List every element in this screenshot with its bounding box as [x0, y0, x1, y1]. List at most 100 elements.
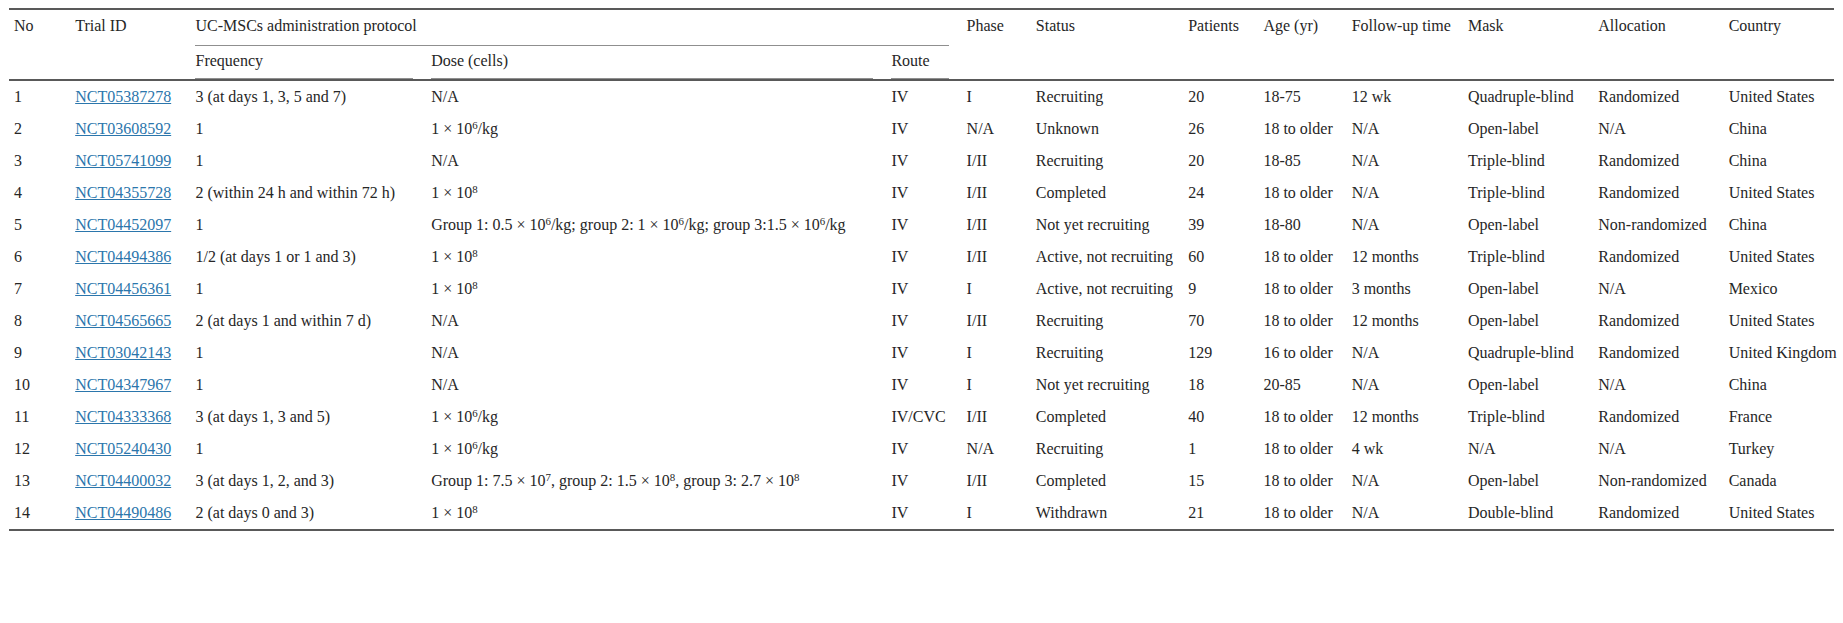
cell-frequency: 1: [195, 273, 431, 305]
cell-status: Not yet recruiting: [1036, 209, 1188, 241]
clinical-trials-table-container: No Trial ID UC-MSCs administration proto…: [0, 0, 1843, 531]
trial-id-link[interactable]: NCT04400032: [75, 472, 171, 489]
cell-status: Active, not recruiting: [1036, 241, 1188, 273]
cell-follow-up: N/A: [1352, 465, 1468, 497]
col-header-frequency-label: Frequency: [195, 52, 263, 69]
cell-frequency: 3 (at days 1, 2, and 3): [195, 465, 431, 497]
table-row: 3NCT057410991N/AIVI/IIRecruiting2018-85N…: [9, 145, 1834, 177]
cell-country: United States: [1729, 80, 1834, 113]
trial-id-link[interactable]: NCT04452097: [75, 216, 171, 233]
col-group-header-protocol: UC-MSCs administration protocol: [195, 9, 966, 46]
cell-mask: Open-label: [1468, 305, 1598, 337]
cell-frequency: 1: [195, 369, 431, 401]
trial-id-link[interactable]: NCT05387278: [75, 88, 171, 105]
cell-allocation: Randomized: [1598, 497, 1728, 530]
cell-route: IV: [891, 145, 966, 177]
cell-age: 20-85: [1263, 369, 1351, 401]
trial-id-link[interactable]: NCT05240430: [75, 440, 171, 457]
cell-patients: 70: [1188, 305, 1263, 337]
table-row: 8NCT045656652 (at days 1 and within 7 d)…: [9, 305, 1834, 337]
col-header-age-label: Age (yr): [1263, 17, 1318, 34]
cell-mask: Triple-blind: [1468, 177, 1598, 209]
cell-phase: I/II: [967, 305, 1036, 337]
cell-mask: Open-label: [1468, 273, 1598, 305]
cell-patients: 24: [1188, 177, 1263, 209]
table-row: 10NCT043479671N/AIVINot yet recruiting18…: [9, 369, 1834, 401]
cell-frequency: 1: [195, 337, 431, 369]
cell-status: Unknown: [1036, 113, 1188, 145]
cell-mask: Quadruple-blind: [1468, 80, 1598, 113]
cell-allocation: N/A: [1598, 113, 1728, 145]
col-header-country-label: Country: [1729, 17, 1781, 34]
cell-age: 18 to older: [1263, 433, 1351, 465]
cell-route: IV: [891, 497, 966, 530]
cell-allocation: Randomized: [1598, 177, 1728, 209]
trial-id-link[interactable]: NCT04456361: [75, 280, 171, 297]
cell-route: IV/CVC: [891, 401, 966, 433]
cell-follow-up: N/A: [1352, 497, 1468, 530]
cell-status: Recruiting: [1036, 305, 1188, 337]
cell-phase: I: [967, 369, 1036, 401]
cell-allocation: Randomized: [1598, 401, 1728, 433]
cell-frequency: 2 (at days 0 and 3): [195, 497, 431, 530]
cell-phase: I: [967, 337, 1036, 369]
cell-patients: 18: [1188, 369, 1263, 401]
trial-id-link[interactable]: NCT05741099: [75, 152, 171, 169]
cell-status: Recruiting: [1036, 337, 1188, 369]
cell-phase: I: [967, 80, 1036, 113]
cell-patients: 129: [1188, 337, 1263, 369]
cell-country: China: [1729, 113, 1834, 145]
col-header-patients-label: Patients: [1188, 17, 1239, 34]
cell-follow-up: 12 months: [1352, 241, 1468, 273]
cell-status: Recruiting: [1036, 433, 1188, 465]
cell-dose: 1 × 106/kg: [431, 113, 891, 145]
cell-trial-id: NCT05741099: [75, 145, 195, 177]
trial-id-link[interactable]: NCT04494386: [75, 248, 171, 265]
cell-no: 9: [9, 337, 75, 369]
cell-allocation: Randomized: [1598, 241, 1728, 273]
cell-status: Completed: [1036, 465, 1188, 497]
trial-id-link[interactable]: NCT04333368: [75, 408, 171, 425]
trial-id-link[interactable]: NCT04565665: [75, 312, 171, 329]
cell-no: 3: [9, 145, 75, 177]
cell-status: Recruiting: [1036, 145, 1188, 177]
cell-country: Canada: [1729, 465, 1834, 497]
cell-allocation: Randomized: [1598, 337, 1728, 369]
cell-frequency: 1: [195, 113, 431, 145]
table-row: 4NCT043557282 (within 24 h and within 72…: [9, 177, 1834, 209]
table-row: 6NCT044943861/2 (at days 1 or 1 and 3)1 …: [9, 241, 1834, 273]
protocol-group-label: UC-MSCs administration protocol: [195, 17, 416, 34]
cell-frequency: 1: [195, 209, 431, 241]
cell-dose: 1 × 108: [431, 177, 891, 209]
cell-age: 18-75: [1263, 80, 1351, 113]
cell-age: 18 to older: [1263, 113, 1351, 145]
cell-phase: I: [967, 273, 1036, 305]
col-header-patients: Patients: [1188, 9, 1263, 80]
col-header-age: Age (yr): [1263, 9, 1351, 80]
frequency-rule: Frequency: [195, 52, 413, 79]
cell-mask: N/A: [1468, 433, 1598, 465]
trial-id-link[interactable]: NCT04490486: [75, 504, 171, 521]
col-header-allocation: Allocation: [1598, 9, 1728, 80]
cell-dose: N/A: [431, 305, 891, 337]
table-row: 5NCT044520971Group 1: 0.5 × 106/kg; grou…: [9, 209, 1834, 241]
trial-id-link[interactable]: NCT03608592: [75, 120, 171, 137]
dose-rule: Dose (cells): [431, 52, 873, 79]
cell-dose: N/A: [431, 369, 891, 401]
cell-country: United States: [1729, 497, 1834, 530]
cell-age: 18-80: [1263, 209, 1351, 241]
cell-status: Recruiting: [1036, 80, 1188, 113]
cell-allocation: Randomized: [1598, 305, 1728, 337]
trial-id-link[interactable]: NCT04355728: [75, 184, 171, 201]
col-header-follow-up: Follow-up time: [1352, 9, 1468, 80]
cell-patients: 26: [1188, 113, 1263, 145]
trial-id-link[interactable]: NCT03042143: [75, 344, 171, 361]
cell-trial-id: NCT04355728: [75, 177, 195, 209]
trial-id-link[interactable]: NCT04347967: [75, 376, 171, 393]
cell-status: Completed: [1036, 401, 1188, 433]
cell-age: 18 to older: [1263, 177, 1351, 209]
cell-mask: Triple-blind: [1468, 145, 1598, 177]
cell-frequency: 1/2 (at days 1 or 1 and 3): [195, 241, 431, 273]
cell-country: China: [1729, 145, 1834, 177]
table-row: 9NCT030421431N/AIVIRecruiting12916 to ol…: [9, 337, 1834, 369]
